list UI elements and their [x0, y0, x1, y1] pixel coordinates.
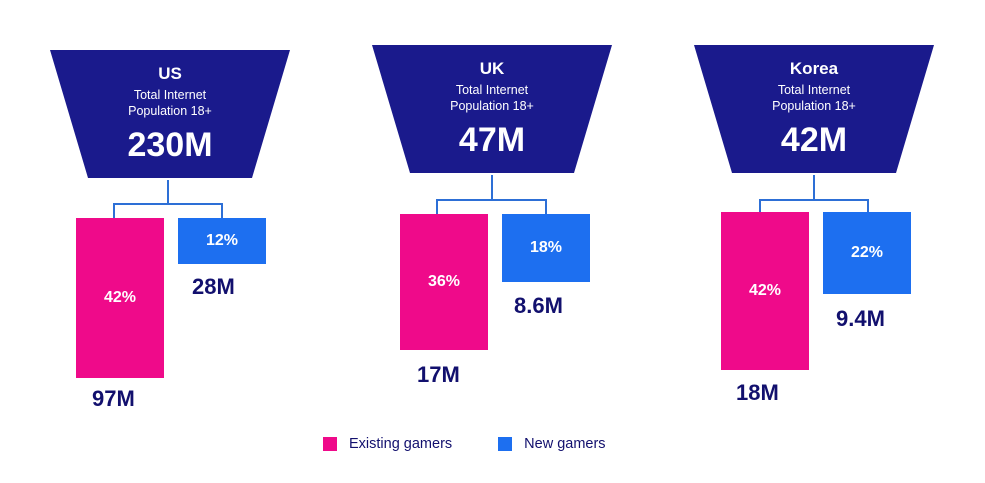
subtitle-line1: Total Internet — [455, 83, 529, 97]
legend: Existing gamers New gamers — [323, 436, 652, 452]
subtitle-line1: Total Internet — [133, 88, 207, 102]
existing-gamers-pct: 42% — [103, 289, 137, 306]
funnel-korea: Korea Total Internet Population 18+ 42M — [684, 45, 944, 175]
existing-gamers-count: 17M — [417, 362, 460, 387]
funnel-shape — [50, 50, 290, 178]
existing-gamers-pct: 36% — [427, 273, 461, 290]
new-gamers-count: 8.6M — [514, 293, 563, 318]
new-gamers-count: 28M — [192, 274, 235, 299]
funnel-us: US Total Internet Population 18+ 230M — [40, 50, 300, 180]
new-gamers-bar: 22% — [823, 212, 911, 294]
funnel-shape — [372, 45, 612, 173]
total-population: 42M — [780, 121, 848, 159]
legend-swatch-existing — [323, 437, 337, 451]
funnel-uk: UK Total Internet Population 18+ 47M — [362, 45, 622, 175]
total-population: 230M — [127, 126, 213, 164]
existing-gamers-count: 18M — [736, 380, 779, 405]
subtitle-line2: Population 18+ — [772, 99, 856, 113]
legend-swatch-new — [498, 437, 513, 451]
existing-gamers-bar: 42% — [76, 218, 164, 378]
new-gamers-bar: 12% — [178, 218, 266, 264]
panel-us: US Total Internet Population 18+ 230M 42… — [40, 0, 300, 483]
panel-korea: Korea Total Internet Population 18+ 42M … — [684, 0, 944, 483]
legend-label-new: New gamers — [524, 436, 606, 452]
new-gamers-pct: 18% — [529, 239, 563, 256]
country-label: US — [158, 64, 182, 83]
total-population: 47M — [458, 121, 526, 159]
new-gamers-pct: 22% — [850, 244, 884, 261]
panel-uk: UK Total Internet Population 18+ 47M 36%… — [362, 0, 622, 483]
subtitle-line1: Total Internet — [777, 83, 851, 97]
existing-gamers-pct: 42% — [748, 282, 782, 299]
subtitle-line2: Population 18+ — [450, 99, 534, 113]
country-label: UK — [479, 59, 505, 78]
subtitle-line2: Population 18+ — [128, 104, 212, 118]
existing-gamers-bar: 42% — [721, 212, 809, 370]
legend-item-existing: Existing gamers — [323, 436, 452, 452]
new-gamers-pct: 12% — [205, 232, 239, 249]
legend-item-new: New gamers — [498, 436, 606, 452]
country-label: Korea — [789, 59, 839, 78]
existing-gamers-count: 97M — [92, 386, 135, 411]
new-gamers-bar: 18% — [502, 214, 590, 282]
legend-label-existing: Existing gamers — [349, 436, 453, 452]
existing-gamers-bar: 36% — [400, 214, 488, 350]
new-gamers-count: 9.4M — [836, 306, 885, 331]
funnel-shape — [694, 45, 934, 173]
